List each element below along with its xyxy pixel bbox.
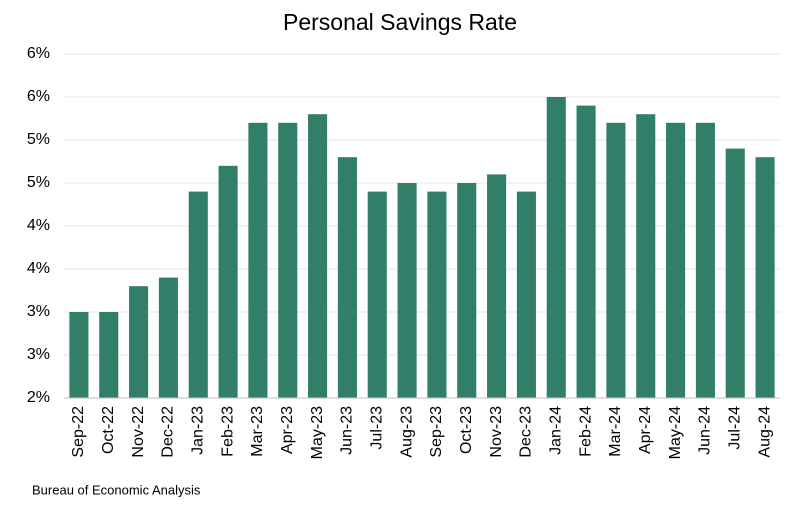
bar [308,114,328,398]
x-tick-label: Aug-23 [398,406,415,458]
bar [99,312,119,398]
x-tick-label: Sep-23 [428,406,445,458]
x-tick-label: May-24 [667,406,684,459]
x-tick-label: Mar-23 [249,406,266,457]
x-tick-label: May-23 [309,406,326,459]
x-tick-label: Jul-23 [368,406,385,450]
bar [516,191,536,398]
bar [248,122,268,399]
y-tick-label: 4% [27,217,50,234]
y-tick-label: 5% [27,131,50,148]
bar [546,97,566,398]
y-tick-label: 6% [27,88,50,105]
bar [606,122,626,399]
bar [666,122,686,399]
bar [278,122,298,399]
bar [487,174,507,398]
bar [158,277,178,398]
x-tick-label: Apr-24 [637,406,654,454]
x-tick-label: Dec-23 [518,406,535,458]
x-tick-label: Nov-22 [130,406,147,458]
bar [725,148,745,398]
bar [636,114,656,398]
x-tick-label: Feb-23 [219,406,236,457]
bar [337,157,357,398]
x-tick-label: Feb-24 [577,406,594,457]
x-tick-label: Mar-24 [607,406,624,457]
y-tick-label: 2% [27,389,50,406]
bar [397,183,417,398]
bar [69,312,89,398]
y-tick-label: 5% [27,174,50,191]
bar [755,157,775,398]
bar [367,191,387,398]
x-tick-label: Jul-24 [726,406,743,450]
x-tick-label: Aug-24 [756,406,773,458]
x-tick-label: Sep-22 [70,406,87,458]
x-tick-label: Oct-22 [100,406,117,454]
bar [576,105,596,398]
chart-title: Personal Savings Rate [283,9,517,35]
bar [129,286,149,398]
source-note: Bureau of Economic Analysis [32,482,201,497]
x-tick-label: Jun-23 [339,406,356,455]
x-tick-label: Apr-23 [279,406,296,454]
y-tick-label: 3% [27,346,50,363]
bar [427,191,447,398]
bar [457,183,477,398]
bar [695,122,715,399]
y-tick-label: 3% [27,303,50,320]
bar [218,165,238,398]
x-tick-label: Jun-24 [697,406,714,455]
y-tick-label: 6% [27,45,50,62]
x-tick-label: Dec-22 [160,406,177,458]
x-tick-label: Jan-23 [189,406,206,455]
x-tick-label: Nov-23 [488,406,505,458]
x-tick-label: Oct-23 [458,406,475,454]
bar [188,191,208,398]
x-tick-label: Jan-24 [547,406,564,455]
y-tick-label: 4% [27,260,50,277]
